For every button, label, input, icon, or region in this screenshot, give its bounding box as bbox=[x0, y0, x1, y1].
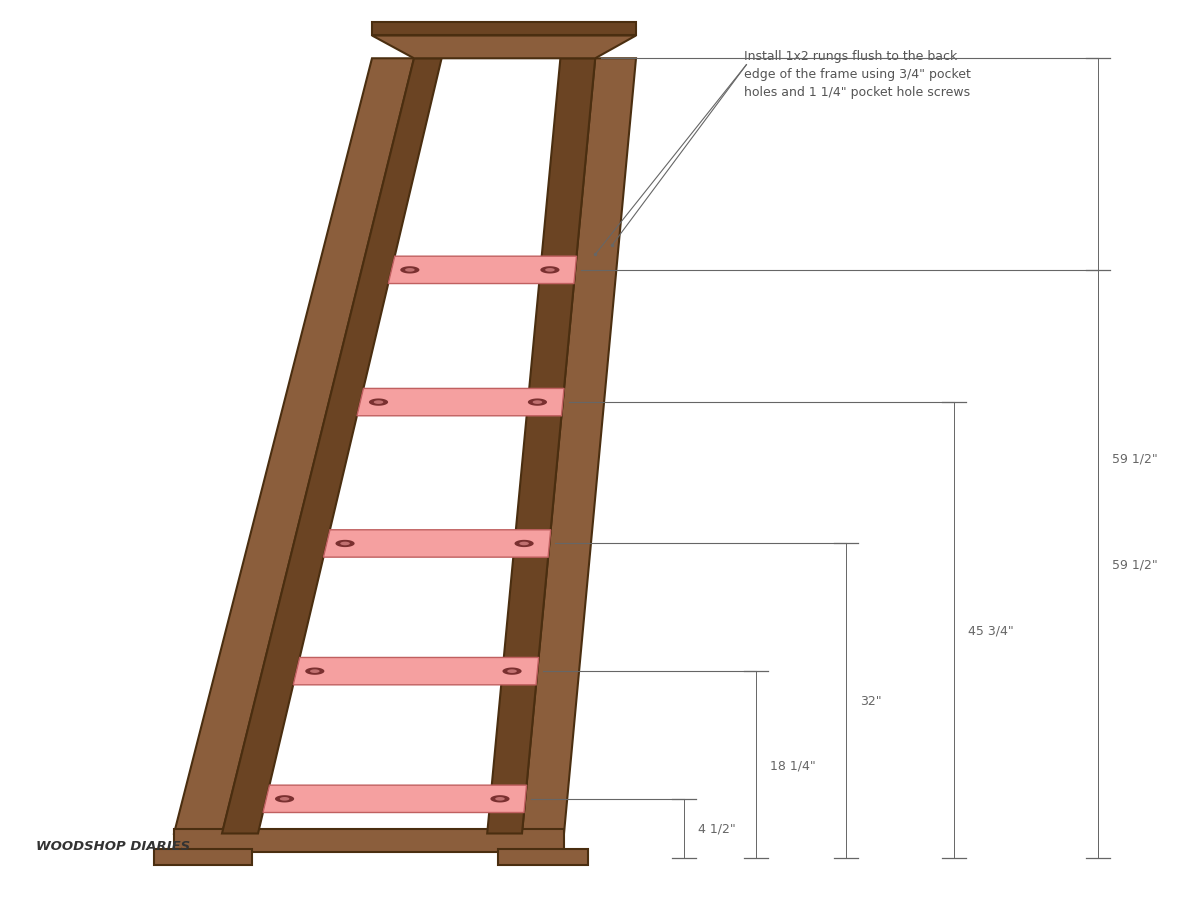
Polygon shape bbox=[503, 668, 522, 675]
Polygon shape bbox=[263, 785, 527, 813]
Polygon shape bbox=[515, 540, 534, 548]
Polygon shape bbox=[540, 267, 559, 274]
Polygon shape bbox=[372, 36, 636, 59]
Polygon shape bbox=[293, 658, 539, 685]
Polygon shape bbox=[356, 389, 564, 416]
Polygon shape bbox=[305, 668, 324, 675]
Polygon shape bbox=[372, 23, 636, 36]
Polygon shape bbox=[280, 797, 289, 801]
Text: 59 1/2": 59 1/2" bbox=[1112, 452, 1158, 466]
Polygon shape bbox=[528, 399, 547, 406]
Text: 45 3/4": 45 3/4" bbox=[968, 624, 1014, 637]
Text: 59 1/2": 59 1/2" bbox=[1112, 558, 1158, 571]
Polygon shape bbox=[373, 401, 383, 404]
Polygon shape bbox=[222, 59, 442, 834]
Polygon shape bbox=[324, 530, 551, 558]
Polygon shape bbox=[533, 401, 542, 404]
Polygon shape bbox=[496, 797, 505, 801]
Polygon shape bbox=[174, 59, 414, 834]
Polygon shape bbox=[310, 670, 319, 673]
Polygon shape bbox=[498, 849, 588, 865]
Polygon shape bbox=[341, 542, 350, 546]
Polygon shape bbox=[389, 257, 576, 284]
Text: Install 1x2 rungs flush to the back
edge of the frame using 3/4" pocket
holes an: Install 1x2 rungs flush to the back edge… bbox=[744, 50, 971, 99]
Polygon shape bbox=[406, 269, 415, 272]
Polygon shape bbox=[154, 849, 252, 865]
Polygon shape bbox=[487, 59, 595, 834]
Polygon shape bbox=[491, 795, 510, 803]
Polygon shape bbox=[522, 59, 636, 834]
Polygon shape bbox=[401, 267, 420, 274]
Text: WOODSHOP DIARIES: WOODSHOP DIARIES bbox=[36, 839, 190, 852]
Text: 18 1/4": 18 1/4" bbox=[770, 758, 816, 772]
Polygon shape bbox=[520, 542, 529, 546]
Polygon shape bbox=[336, 540, 355, 548]
Polygon shape bbox=[275, 795, 294, 803]
Polygon shape bbox=[545, 269, 554, 272]
Polygon shape bbox=[368, 399, 388, 406]
Polygon shape bbox=[508, 670, 517, 673]
Text: 4 1/2": 4 1/2" bbox=[698, 822, 736, 835]
Polygon shape bbox=[174, 829, 564, 852]
Text: 32": 32" bbox=[860, 694, 882, 708]
